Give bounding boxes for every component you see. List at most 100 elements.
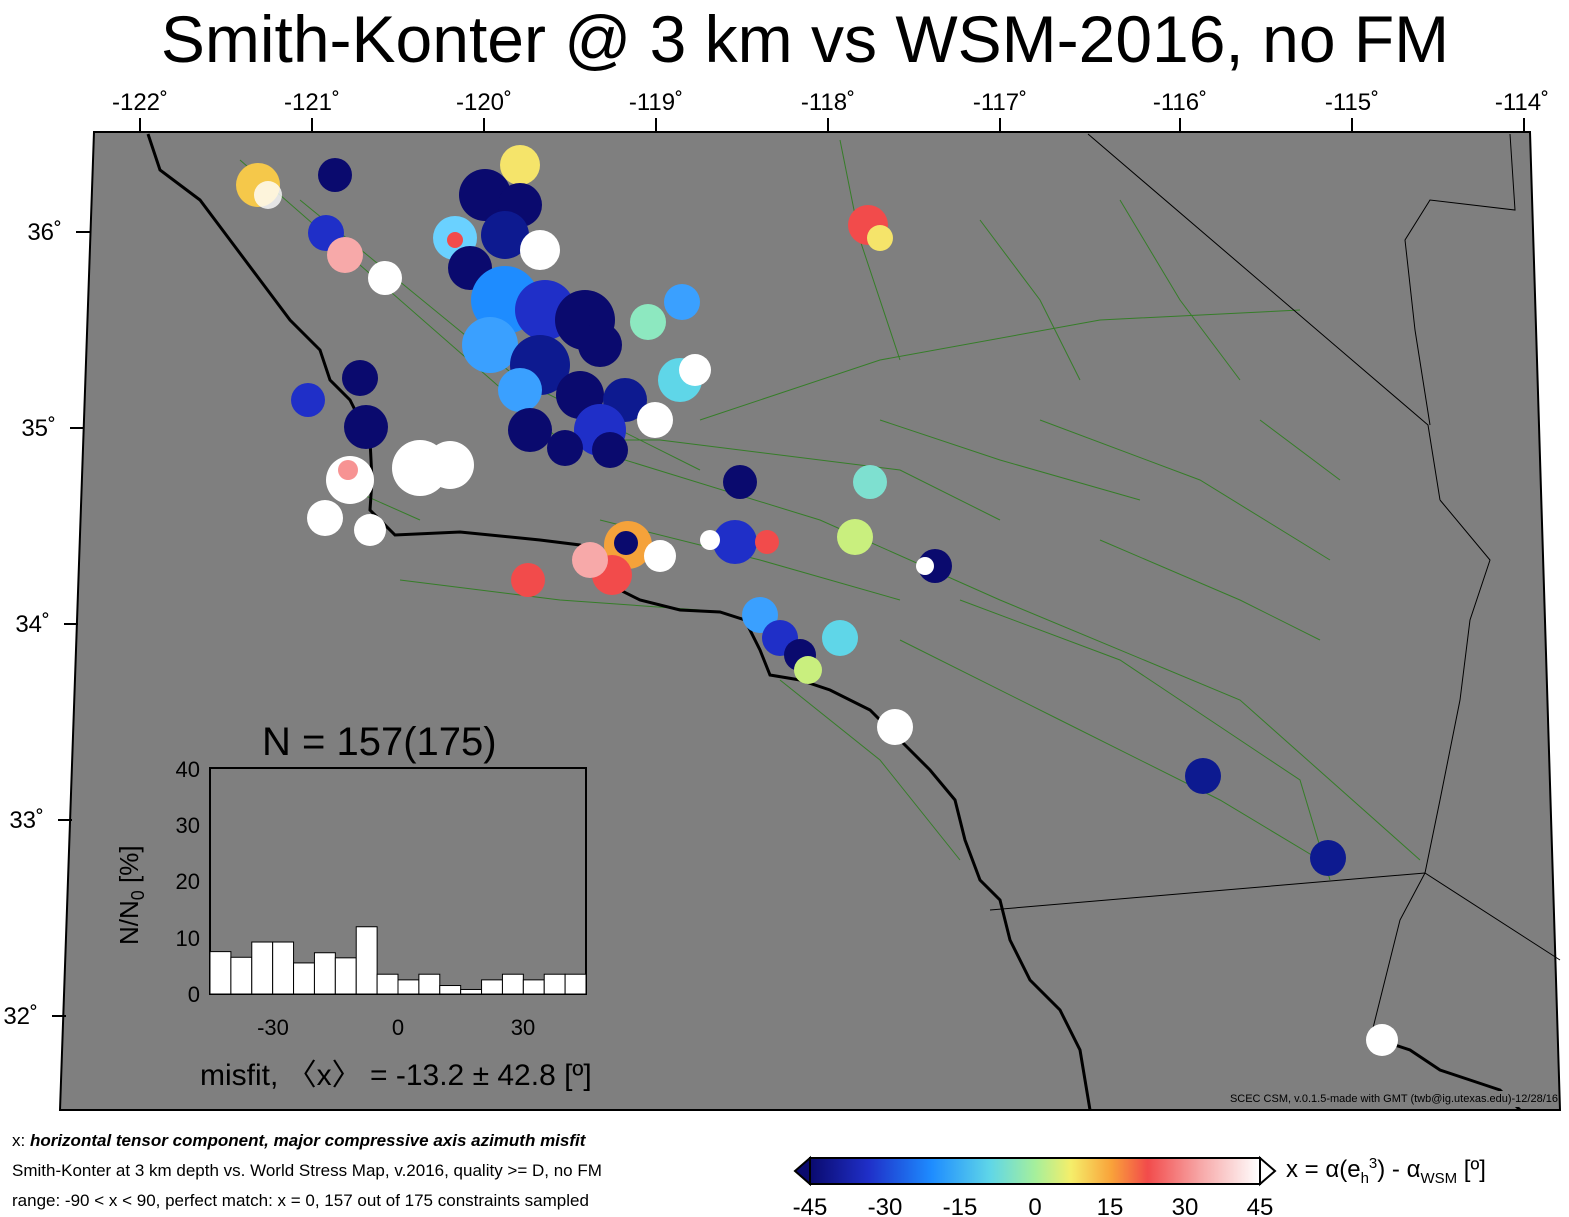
credit-line: SCEC CSM, v.0.1.5-made with GMT (twb@ig.… <box>1116 1091 1558 1107</box>
misfit-blob <box>344 405 388 449</box>
misfit-blob <box>307 500 343 536</box>
lat-tick-label: 35˚ <box>21 415 56 442</box>
lon-tick-label: -121˚ <box>284 89 340 116</box>
misfit-blob <box>547 430 583 466</box>
misfit-blob <box>867 225 893 251</box>
lon-tick-label: -116˚ <box>1153 89 1207 116</box>
hist-y-tick: 30 <box>176 813 200 838</box>
misfit-blob <box>511 563 545 597</box>
misfit-blob <box>614 531 638 555</box>
histogram-x-ticks: -30 0 30 <box>257 1015 535 1040</box>
fault-lines <box>239 139 1421 881</box>
misfit-blob <box>592 432 628 468</box>
lon-tick-label: -114˚ <box>1495 89 1549 116</box>
hist-y-tick: 20 <box>176 869 200 894</box>
colorbar: -45 -30 -15 0 15 30 45 <box>793 1155 1277 1217</box>
misfit-blob <box>723 465 757 499</box>
colorbar-tick: 30 <box>1172 1194 1199 1217</box>
colorbar-ticks: -45 -30 -15 0 15 30 45 <box>793 1194 1274 1217</box>
colorbar-tick: 15 <box>1097 1194 1124 1217</box>
histogram-bar <box>355 926 378 995</box>
misfit-blob <box>679 354 711 386</box>
misfit-blob <box>481 211 529 259</box>
hist-y-tick: 10 <box>176 926 200 951</box>
lon-tick-label: -118˚ <box>801 89 855 116</box>
figure-title: Smith-Konter @ 3 km vs WSM-2016, no FM <box>160 2 1450 76</box>
misfit-blob <box>327 237 363 273</box>
histogram-title: N = 157(175) <box>262 720 497 764</box>
hist-x-tick: -30 <box>257 1015 289 1040</box>
footer-line-2: Smith-Konter at 3 km depth vs. World Str… <box>12 1161 602 1180</box>
misfit-blob <box>338 460 358 480</box>
colorbar-tick: 0 <box>1028 1194 1041 1217</box>
colorbar-tick: -15 <box>943 1194 978 1217</box>
histogram-bar <box>501 973 524 995</box>
histogram-bar <box>376 973 399 995</box>
histogram-bar <box>522 979 545 995</box>
misfit-blob <box>853 465 887 499</box>
misfit-blob <box>291 383 325 417</box>
state-borders <box>989 133 1561 1041</box>
histogram-bar <box>543 973 566 995</box>
misfit-blob <box>500 145 540 185</box>
misfit-blob <box>572 542 608 578</box>
misfit-blobs <box>236 145 1398 1056</box>
histogram-bar <box>418 973 441 995</box>
histogram-bar <box>564 973 587 995</box>
histogram-bar <box>209 951 232 995</box>
lon-tick-label: -117˚ <box>973 89 1027 116</box>
misfit-blob <box>916 557 934 575</box>
footer-line-3: range: -90 < x < 90, perfect match: x = … <box>12 1191 589 1210</box>
misfit-blob <box>1366 1024 1398 1056</box>
lon-tick-label: -120˚ <box>456 89 512 116</box>
lat-tick-labels: 36˚ 35˚ 34˚ 33˚ 32˚ <box>3 219 62 1030</box>
misfit-blob <box>354 514 386 546</box>
histogram-bar <box>481 979 503 995</box>
footer-line-1: x: horizontal tensor component, major co… <box>12 1131 586 1150</box>
lon-tick-label: -119˚ <box>629 89 683 116</box>
misfit-blob <box>1185 758 1221 794</box>
misfit-blob <box>342 360 378 396</box>
hist-x-tick: 0 <box>392 1015 404 1040</box>
histogram-bar <box>460 988 483 995</box>
misfit-blob <box>459 169 511 221</box>
colorbar-tick: -30 <box>868 1194 903 1217</box>
misfit-blob <box>462 317 518 373</box>
misfit-blob <box>713 520 757 564</box>
misfit-blob <box>637 402 673 438</box>
histogram-y-ticks: 0 10 20 30 40 <box>176 757 200 1007</box>
misfit-blob <box>794 656 822 684</box>
colorbar-tick: -45 <box>793 1194 828 1217</box>
histogram-bar <box>313 952 336 995</box>
misfit-blob <box>498 368 542 412</box>
misfit-blob <box>318 158 352 192</box>
misfit-blob <box>426 441 474 489</box>
lat-tick-label: 33˚ <box>9 807 44 834</box>
histogram-bar <box>334 957 357 995</box>
misfit-blob <box>837 519 873 555</box>
histogram-bar <box>272 941 295 995</box>
misfit-blob <box>822 620 858 656</box>
misfit-blob <box>508 408 552 452</box>
lon-tick-label: -115˚ <box>1325 89 1379 116</box>
histogram-x-label: misfit, 〈x〉 = -13.2 ± 42.8 [º] <box>200 1059 592 1092</box>
hist-y-tick: 0 <box>188 982 200 1007</box>
histogram-bar <box>439 985 462 995</box>
hist-y-tick: 40 <box>176 757 200 782</box>
misfit-blob <box>520 230 560 270</box>
lon-tick-labels: -122˚ -121˚ -120˚ -119˚ -118˚ -117˚ -116… <box>112 89 1549 116</box>
lon-tick-label: -122˚ <box>112 89 168 116</box>
hist-y-label: N/N0 [%] <box>114 845 148 945</box>
misfit-blob <box>578 323 622 367</box>
misfit-blob <box>447 232 463 248</box>
misfit-blob <box>664 284 700 320</box>
lat-tick-label: 34˚ <box>15 611 50 638</box>
map-ticks <box>52 118 1525 1017</box>
misfit-blob <box>368 261 402 295</box>
misfit-blob <box>644 540 676 572</box>
hist-x-tick: 30 <box>511 1015 535 1040</box>
coastline <box>146 133 1092 1111</box>
colorbar-tick: 45 <box>1247 1194 1274 1217</box>
histogram-bar <box>397 979 420 995</box>
